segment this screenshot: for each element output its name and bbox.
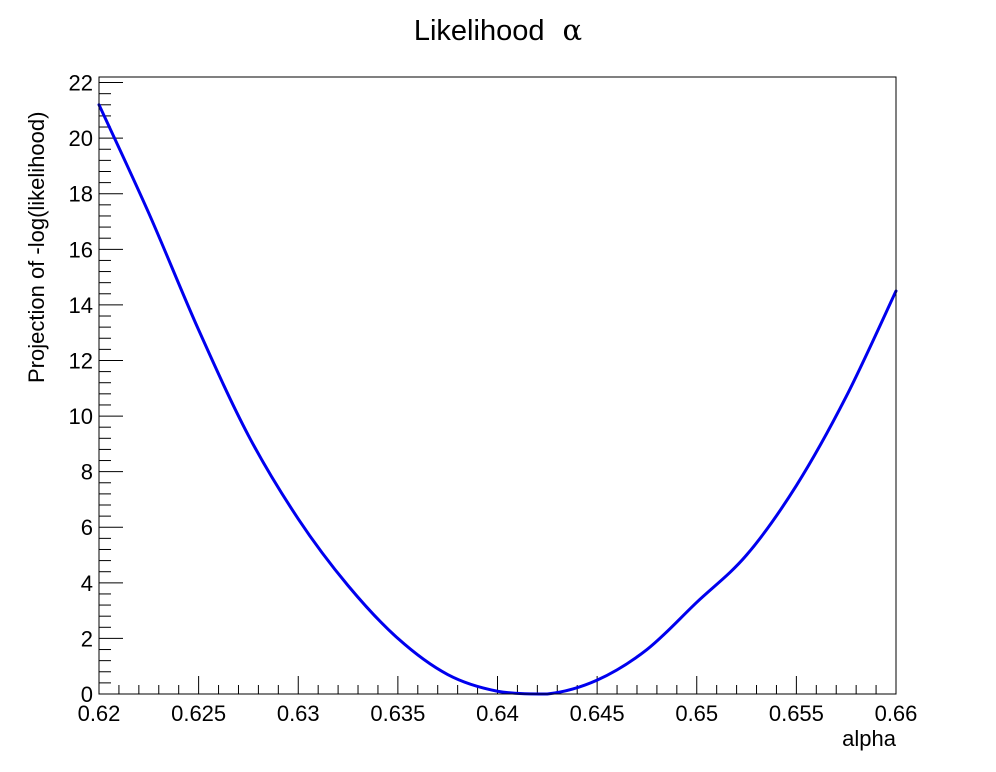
x-tick-label: 0.635 xyxy=(370,701,425,726)
y-tick-label: 8 xyxy=(81,460,93,485)
y-tick-label: 18 xyxy=(69,182,93,207)
y-tick-label: 2 xyxy=(81,626,93,651)
y-tick-label: 12 xyxy=(69,348,93,373)
x-tick-label: 0.655 xyxy=(769,701,824,726)
x-tick-label: 0.62 xyxy=(78,701,121,726)
y-tick-label: 22 xyxy=(69,71,93,96)
chart-title-symbol: α xyxy=(563,13,583,47)
chart-title: Likelihood α xyxy=(414,13,582,47)
plot-frame xyxy=(98,76,897,695)
y-axis-label: Projection of -log(likelihood) xyxy=(24,112,49,383)
y-tick-label: 10 xyxy=(69,404,93,429)
x-axis-label: alpha xyxy=(842,726,897,751)
x-tick-label: 0.625 xyxy=(171,701,226,726)
x-tick-label: 0.66 xyxy=(875,701,918,726)
x-tick-label: 0.65 xyxy=(675,701,718,726)
y-tick-label: 14 xyxy=(69,293,93,318)
y-tick-labels: 0 2 4 6 8 10 12 14 16 18 20 22 xyxy=(69,71,93,707)
x-tick-label: 0.63 xyxy=(277,701,320,726)
x-tick-labels: 0.62 0.625 0.63 0.635 0.64 0.645 0.65 0.655 0.66 xyxy=(78,701,918,726)
x-tick-label: 0.64 xyxy=(476,701,519,726)
chart-title-text: Likelihood xyxy=(414,15,545,47)
y-tick-label: 20 xyxy=(69,126,93,151)
nll-curve xyxy=(97,103,898,696)
x-tick-label: 0.645 xyxy=(570,701,625,726)
y-tick-label: 0 xyxy=(81,682,93,707)
y-tick-label: 4 xyxy=(81,571,93,596)
y-tick-label: 6 xyxy=(81,515,93,540)
y-tick-label: 16 xyxy=(69,237,93,262)
